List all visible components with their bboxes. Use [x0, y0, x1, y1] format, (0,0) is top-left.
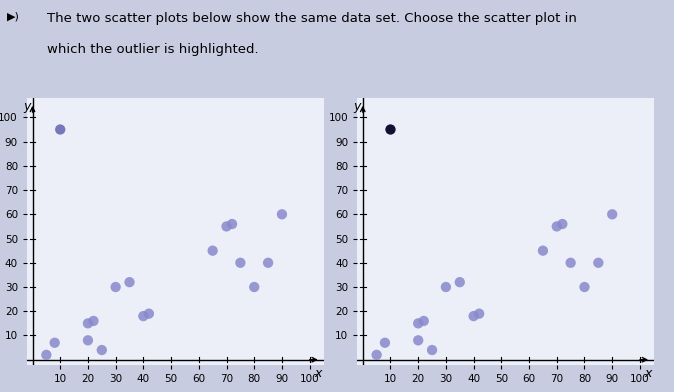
Point — [579, 284, 590, 290]
Point — [88, 318, 99, 324]
Point — [221, 223, 232, 230]
Point — [454, 279, 465, 285]
Point — [441, 284, 452, 290]
Point — [557, 221, 568, 227]
Point — [593, 260, 604, 266]
Point — [138, 313, 149, 319]
Point — [607, 211, 617, 218]
Text: which the outlier is highlighted.: which the outlier is highlighted. — [47, 43, 259, 56]
Point — [379, 339, 390, 346]
Text: x: x — [644, 367, 652, 380]
Text: ▶): ▶) — [7, 12, 20, 22]
Point — [49, 339, 60, 346]
Point — [551, 223, 562, 230]
Point — [468, 313, 479, 319]
Text: x: x — [314, 367, 321, 380]
Point — [124, 279, 135, 285]
Point — [412, 320, 423, 327]
Point — [263, 260, 274, 266]
Point — [412, 337, 423, 343]
Point — [371, 352, 382, 358]
Point — [565, 260, 576, 266]
Point — [235, 260, 246, 266]
Point — [427, 347, 437, 353]
Point — [111, 284, 121, 290]
Point — [385, 126, 396, 132]
Point — [226, 221, 237, 227]
Point — [82, 337, 93, 343]
Point — [419, 318, 429, 324]
Text: y: y — [24, 100, 30, 113]
Point — [538, 247, 549, 254]
Point — [55, 126, 65, 132]
Point — [249, 284, 259, 290]
Point — [96, 347, 107, 353]
Point — [41, 352, 52, 358]
Point — [82, 320, 93, 327]
Point — [276, 211, 287, 218]
Point — [208, 247, 218, 254]
Point — [144, 310, 154, 317]
Text: The two scatter plots below show the same data set. Choose the scatter plot in: The two scatter plots below show the sam… — [47, 12, 577, 25]
Point — [474, 310, 485, 317]
Text: y: y — [354, 100, 361, 113]
